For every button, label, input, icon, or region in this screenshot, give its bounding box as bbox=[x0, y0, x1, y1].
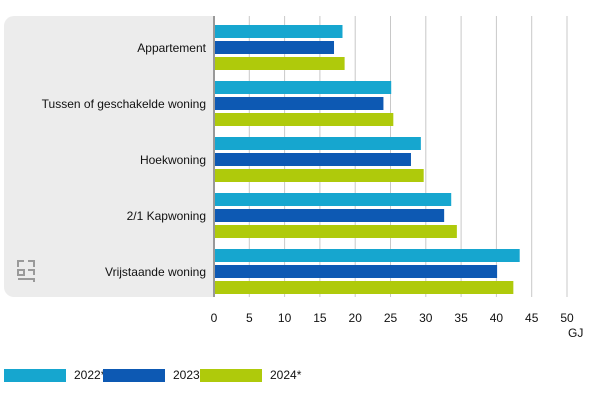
category-label: Hoekwoning bbox=[139, 153, 206, 167]
legend: 2022* 2023* 2024* bbox=[0, 368, 600, 388]
bar-2023-2 bbox=[215, 153, 411, 166]
category-label: Vrijstaande woning bbox=[105, 265, 206, 279]
legend-swatch bbox=[103, 368, 165, 382]
bar-2023-1 bbox=[215, 97, 384, 110]
legend-swatch bbox=[200, 368, 262, 382]
category-label: 2/1 Kapwoning bbox=[126, 209, 206, 223]
x-tick-label: 5 bbox=[246, 311, 253, 325]
x-tick-label: 0 bbox=[211, 311, 218, 325]
x-axis-unit-label: GJ bbox=[568, 326, 584, 340]
legend-item: 2022* bbox=[4, 368, 105, 382]
bar-2024-3 bbox=[215, 225, 457, 238]
bar-2022-0 bbox=[215, 25, 343, 38]
x-tick-label: 10 bbox=[278, 311, 292, 325]
x-tick-label: 50 bbox=[560, 311, 574, 325]
legend-label: 2024* bbox=[270, 368, 302, 382]
bar-2023-3 bbox=[215, 209, 445, 222]
bar-2024-0 bbox=[215, 57, 345, 70]
legend-item: 2023* bbox=[103, 368, 204, 382]
cbs-logo-icon bbox=[17, 260, 35, 282]
x-tick-label: 15 bbox=[313, 311, 327, 325]
category-label: Appartement bbox=[137, 41, 206, 55]
legend-label: 2022* bbox=[74, 368, 106, 382]
x-tick-label: 30 bbox=[419, 311, 433, 325]
bar-2022-4 bbox=[215, 249, 520, 262]
category-label: Tussen of geschakelde woning bbox=[41, 97, 206, 111]
bar-2022-1 bbox=[215, 81, 392, 94]
bar-2023-0 bbox=[215, 41, 335, 54]
bar-2024-2 bbox=[215, 169, 424, 182]
legend-swatch bbox=[4, 368, 66, 382]
legend-item: 2024* bbox=[200, 368, 301, 382]
bar-2022-2 bbox=[215, 137, 421, 150]
x-tick-label: 45 bbox=[525, 311, 539, 325]
bar-2022-3 bbox=[215, 193, 452, 206]
bar-2023-4 bbox=[215, 265, 498, 278]
category-label-panel bbox=[4, 16, 213, 297]
bar-2024-4 bbox=[215, 281, 514, 294]
x-tick-label: 20 bbox=[349, 311, 363, 325]
bar-2024-1 bbox=[215, 113, 394, 126]
x-tick-label: 40 bbox=[490, 311, 504, 325]
legend-label: 2023* bbox=[173, 368, 205, 382]
x-tick-label: 25 bbox=[384, 311, 398, 325]
x-tick-label: 35 bbox=[454, 311, 468, 325]
